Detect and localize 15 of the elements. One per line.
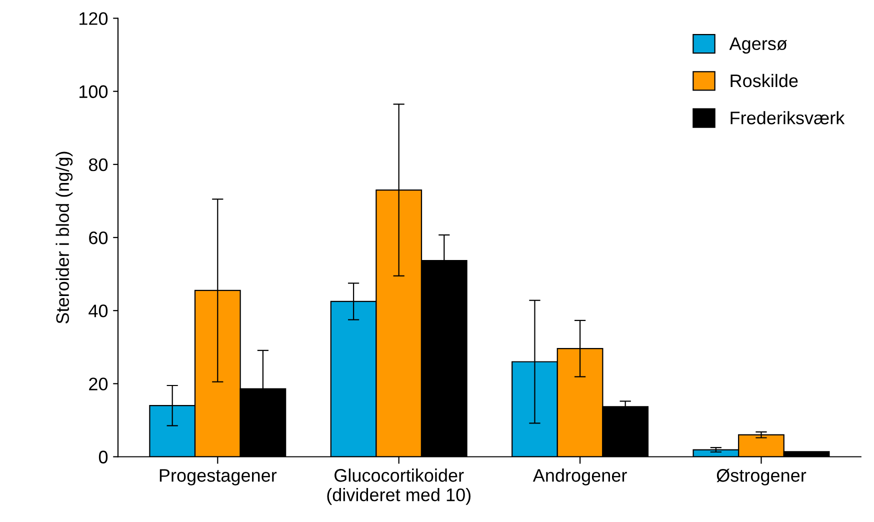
y-tick-label: 20 [89,378,108,390]
x-tick-label: Glucocortikoider (divideret med 10) [327,468,470,505]
x-tick-label: Progestagener [160,469,277,486]
y-axis-title: Steroider i blod (ng/g) [56,152,73,324]
legend-label: Frederiksværk [730,111,845,124]
y-tick-label: 60 [89,231,108,244]
y-tick-label: 100 [80,85,108,98]
x-tick-label: Androgener [532,468,627,486]
x-tick-label: Østrogener [716,468,806,486]
y-tick-label: 80 [88,158,108,172]
legend-label: Agersø [729,37,788,54]
y-tick-label: 120 [80,12,108,25]
y-tick-label: 0 [98,450,108,464]
y-tick-label: 40 [88,304,108,318]
legend-label: Roskilde [730,74,798,88]
